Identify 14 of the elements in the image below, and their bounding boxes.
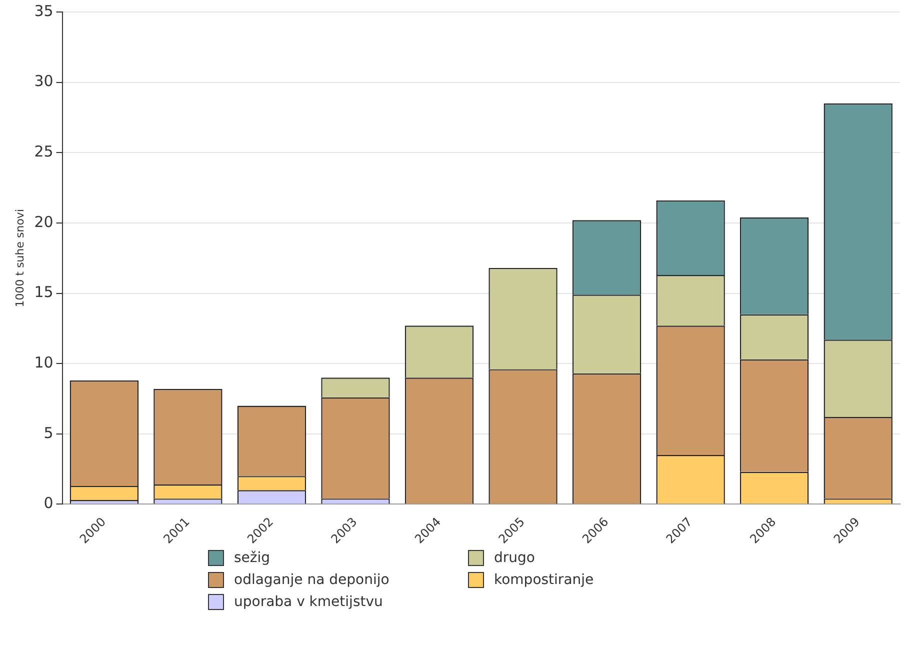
- y-axis-title: 1000 t suhe snovi: [13, 208, 26, 308]
- y-tick-label: 15: [34, 283, 54, 302]
- y-tick-label: 35: [34, 2, 54, 20]
- legend-label: kompostiranje: [494, 572, 594, 588]
- legend-label: odlaganje na deponijo: [234, 572, 390, 588]
- y-tick-label: 20: [34, 212, 54, 231]
- legend-label: uporaba v kmetijstvu: [234, 594, 383, 610]
- legend-label: drugo: [494, 550, 535, 566]
- y-tick-label: 0: [44, 494, 54, 512]
- y-tick-label: 10: [34, 353, 54, 372]
- legend-label: sežig: [234, 550, 270, 566]
- y-tick-label: 5: [44, 424, 54, 442]
- y-tick-label: 30: [34, 72, 54, 90]
- y-tick-label: 25: [34, 142, 54, 161]
